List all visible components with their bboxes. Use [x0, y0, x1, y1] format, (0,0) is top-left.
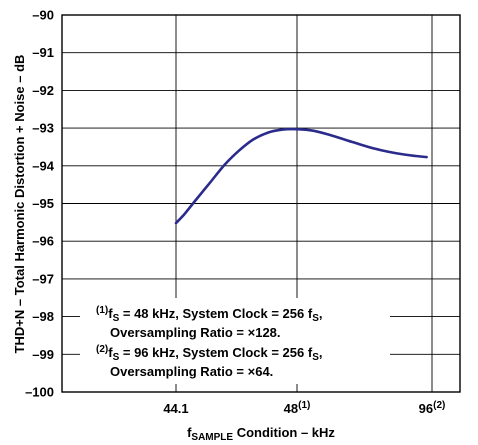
x-tick-label: 48(1) — [284, 400, 311, 416]
annotation-subscript: S — [113, 313, 120, 324]
annotation-text: Oversampling Ratio = ×64. — [110, 364, 273, 379]
x-axis-title-main: f — [187, 425, 192, 440]
annotation-text: , — [319, 345, 323, 360]
y-axis-title: THD+N – Total Harmonic Distortion + Nois… — [12, 55, 27, 354]
y-tick-label: –97 — [32, 271, 54, 286]
plot-frame — [61, 14, 461, 393]
annotation-background — [80, 298, 390, 384]
x-tick-value: 96 — [419, 401, 433, 416]
annotation-text: = 96 kHz, System Clock = 256 f — [119, 345, 313, 360]
y-tick-label: –100 — [25, 385, 54, 400]
y-tick-label: –99 — [32, 347, 54, 362]
annotation-line: (2)fS = 96 kHz, System Clock = 256 fS, — [96, 344, 322, 363]
x-tick-label: 96(2) — [419, 400, 446, 416]
y-tick-label: –98 — [32, 309, 54, 324]
y-tick-label: –93 — [32, 121, 54, 136]
x-tick-footnote: (2) — [433, 400, 445, 411]
y-tick-label: –92 — [32, 83, 54, 98]
x-tick-labels: 44.1 48(1) 96(2) — [163, 400, 445, 416]
y-tick-label: –91 — [32, 45, 54, 60]
annotation-subscript: S — [312, 352, 319, 363]
y-tick-label: –94 — [32, 158, 54, 173]
annotation-footnote-marker: (2) — [96, 344, 108, 355]
y-tick-label: –90 — [32, 8, 54, 23]
thd-line — [174, 127, 428, 225]
y-tick-label: –95 — [32, 196, 54, 211]
annotation-text: = 48 kHz, System Clock = 256 f — [119, 306, 313, 321]
x-tick-value: 44.1 — [163, 401, 188, 416]
annotation-subscript: S — [312, 313, 319, 324]
x-axis-title-sub: SAMPLE — [191, 432, 233, 443]
y-tick-labels: –90 –91 –92 –93 –94 –95 –96 –97 –98 –99 –100 — [25, 8, 55, 400]
annotation-text: , — [319, 306, 323, 321]
annotation-text: f — [108, 345, 113, 360]
annotation-subscript: S — [113, 352, 120, 363]
annotation-line: Oversampling Ratio = ×128. — [110, 325, 281, 340]
annotation-line: (1)fS = 48 kHz, System Clock = 256 fS, — [96, 305, 322, 324]
annotation-line: Oversampling Ratio = ×64. — [110, 364, 273, 379]
y-tick-label: –96 — [32, 234, 54, 249]
x-axis-title-rest: Condition – kHz — [233, 425, 335, 440]
x-tick-value: 48 — [284, 401, 298, 416]
x-tick-label: 44.1 — [163, 401, 188, 416]
annotation-footnote-marker: (1) — [96, 305, 108, 316]
series-group — [174, 127, 428, 225]
x-tick-footnote: (1) — [298, 400, 310, 411]
annotation-text: f — [108, 306, 113, 321]
annotation-notes: (1)fS = 48 kHz, System Clock = 256 fS,Ov… — [96, 305, 322, 379]
annotation-text: Oversampling Ratio = ×128. — [110, 325, 281, 340]
x-axis-title: fSAMPLE Condition – kHz — [187, 425, 335, 443]
